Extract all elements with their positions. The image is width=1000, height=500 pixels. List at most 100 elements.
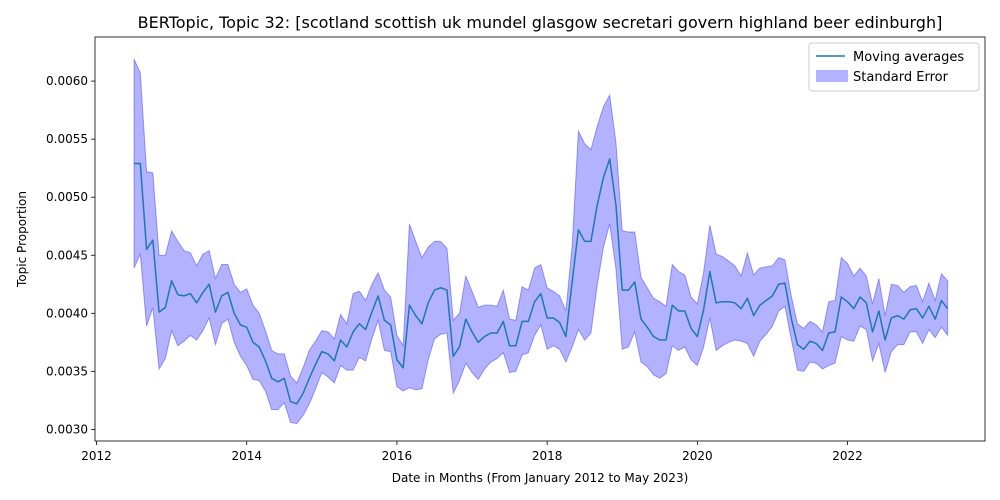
moving-average-point <box>421 323 423 325</box>
moving-average-point <box>853 308 855 310</box>
moving-average-point <box>459 346 461 348</box>
moving-average-point <box>915 308 917 310</box>
moving-average-point <box>922 317 924 319</box>
moving-average-point <box>821 349 823 351</box>
moving-average-point <box>264 360 266 362</box>
chart-title: BERTopic, Topic 32: [scotland scottish u… <box>138 13 943 32</box>
moving-average-point <box>290 401 292 403</box>
moving-average-point <box>452 355 454 357</box>
moving-average-point <box>709 271 711 273</box>
x-tick-label: 2014 <box>231 449 262 463</box>
moving-average-point <box>402 367 404 369</box>
moving-average-point <box>640 318 642 320</box>
plot-area <box>133 58 949 425</box>
moving-average-point <box>415 315 417 317</box>
moving-average-point <box>333 360 335 362</box>
x-tick-label: 2016 <box>382 449 413 463</box>
moving-average-point <box>903 318 905 320</box>
moving-average-point <box>214 311 216 313</box>
moving-average-point <box>659 339 661 341</box>
moving-average-point <box>252 341 254 343</box>
moving-average-point <box>847 301 849 303</box>
x-tick-label: 2020 <box>682 449 713 463</box>
y-tick-label: 0.0055 <box>46 132 88 146</box>
moving-average-point <box>796 344 798 346</box>
moving-average-point <box>696 336 698 338</box>
moving-average-point <box>865 302 867 304</box>
moving-average-point <box>496 332 498 334</box>
moving-average-point <box>746 297 748 299</box>
moving-average-point <box>152 239 154 241</box>
moving-average-point <box>947 308 949 310</box>
moving-average-point <box>678 310 680 312</box>
moving-average-point <box>490 332 492 334</box>
moving-average-point <box>171 280 173 282</box>
moving-average-point <box>139 163 141 165</box>
moving-average-point <box>740 308 742 310</box>
legend-standard-error-label: Standard Error <box>853 70 949 85</box>
moving-average-point <box>596 204 598 206</box>
moving-average-point <box>239 324 241 326</box>
x-tick-label: 2022 <box>832 449 863 463</box>
legend-standard-error-swatch <box>816 70 848 82</box>
standard-error-band <box>133 58 949 425</box>
moving-average-point <box>784 282 786 284</box>
moving-average-point <box>803 348 805 350</box>
moving-average-point <box>546 317 548 319</box>
moving-average-point <box>321 351 323 353</box>
moving-average-point <box>690 327 692 329</box>
moving-average-point <box>715 302 717 304</box>
moving-average-point <box>271 377 273 379</box>
moving-average-point <box>703 309 705 311</box>
moving-average-point <box>133 163 135 165</box>
moving-average-point <box>815 342 817 344</box>
moving-average-point <box>509 345 511 347</box>
moving-average-point <box>634 281 636 283</box>
moving-average-point <box>928 305 930 307</box>
moving-average-point <box>484 336 486 338</box>
moving-average-point <box>684 310 686 312</box>
moving-average-point <box>521 320 523 322</box>
moving-average-point <box>164 306 166 308</box>
moving-average-point <box>189 293 191 295</box>
moving-average-point <box>365 329 367 331</box>
x-axis-ticks: 2012 2014 2016 2018 2020 2022 <box>81 441 863 463</box>
plot-frame <box>94 36 986 442</box>
moving-average-point <box>834 331 836 333</box>
moving-average-point <box>790 317 792 319</box>
legend-moving-averages-label: Moving averages <box>853 50 964 65</box>
moving-average-point <box>515 345 517 347</box>
moving-average-point <box>540 293 542 295</box>
moving-average-point <box>246 326 248 328</box>
moving-average-point <box>859 296 861 298</box>
moving-average-point <box>765 300 767 302</box>
moving-average-point <box>208 283 210 285</box>
moving-average-point <box>665 339 667 341</box>
moving-average-point <box>840 296 842 298</box>
moving-average-point <box>609 158 611 160</box>
moving-average-point <box>771 295 773 297</box>
y-axis-title: Topic Proportion <box>15 191 29 288</box>
moving-average-point <box>471 331 473 333</box>
moving-average-point <box>552 317 554 319</box>
moving-average-point <box>283 377 285 379</box>
moving-average-point <box>909 309 911 311</box>
moving-average-point <box>753 315 755 317</box>
moving-average-point <box>308 377 310 379</box>
moving-average-point <box>427 302 429 304</box>
moving-average-point <box>446 289 448 291</box>
y-tick-label: 0.0050 <box>46 190 88 204</box>
moving-average-point <box>565 336 567 338</box>
y-axis-ticks: 0.0030 0.0035 0.0040 0.0045 0.0050 0.0055 0.00… <box>46 74 95 436</box>
moving-average-point <box>759 304 761 306</box>
moving-average-point <box>653 336 655 338</box>
moving-average-point <box>358 323 360 325</box>
moving-average-point <box>621 289 623 291</box>
moving-average-point <box>327 353 329 355</box>
moving-average-point <box>302 392 304 394</box>
moving-average-point <box>433 289 435 291</box>
moving-average-point <box>721 301 723 303</box>
legend-box <box>808 42 980 92</box>
moving-average-point <box>734 302 736 304</box>
x-axis-title: Date in Months (From January 2012 to May… <box>392 471 689 485</box>
